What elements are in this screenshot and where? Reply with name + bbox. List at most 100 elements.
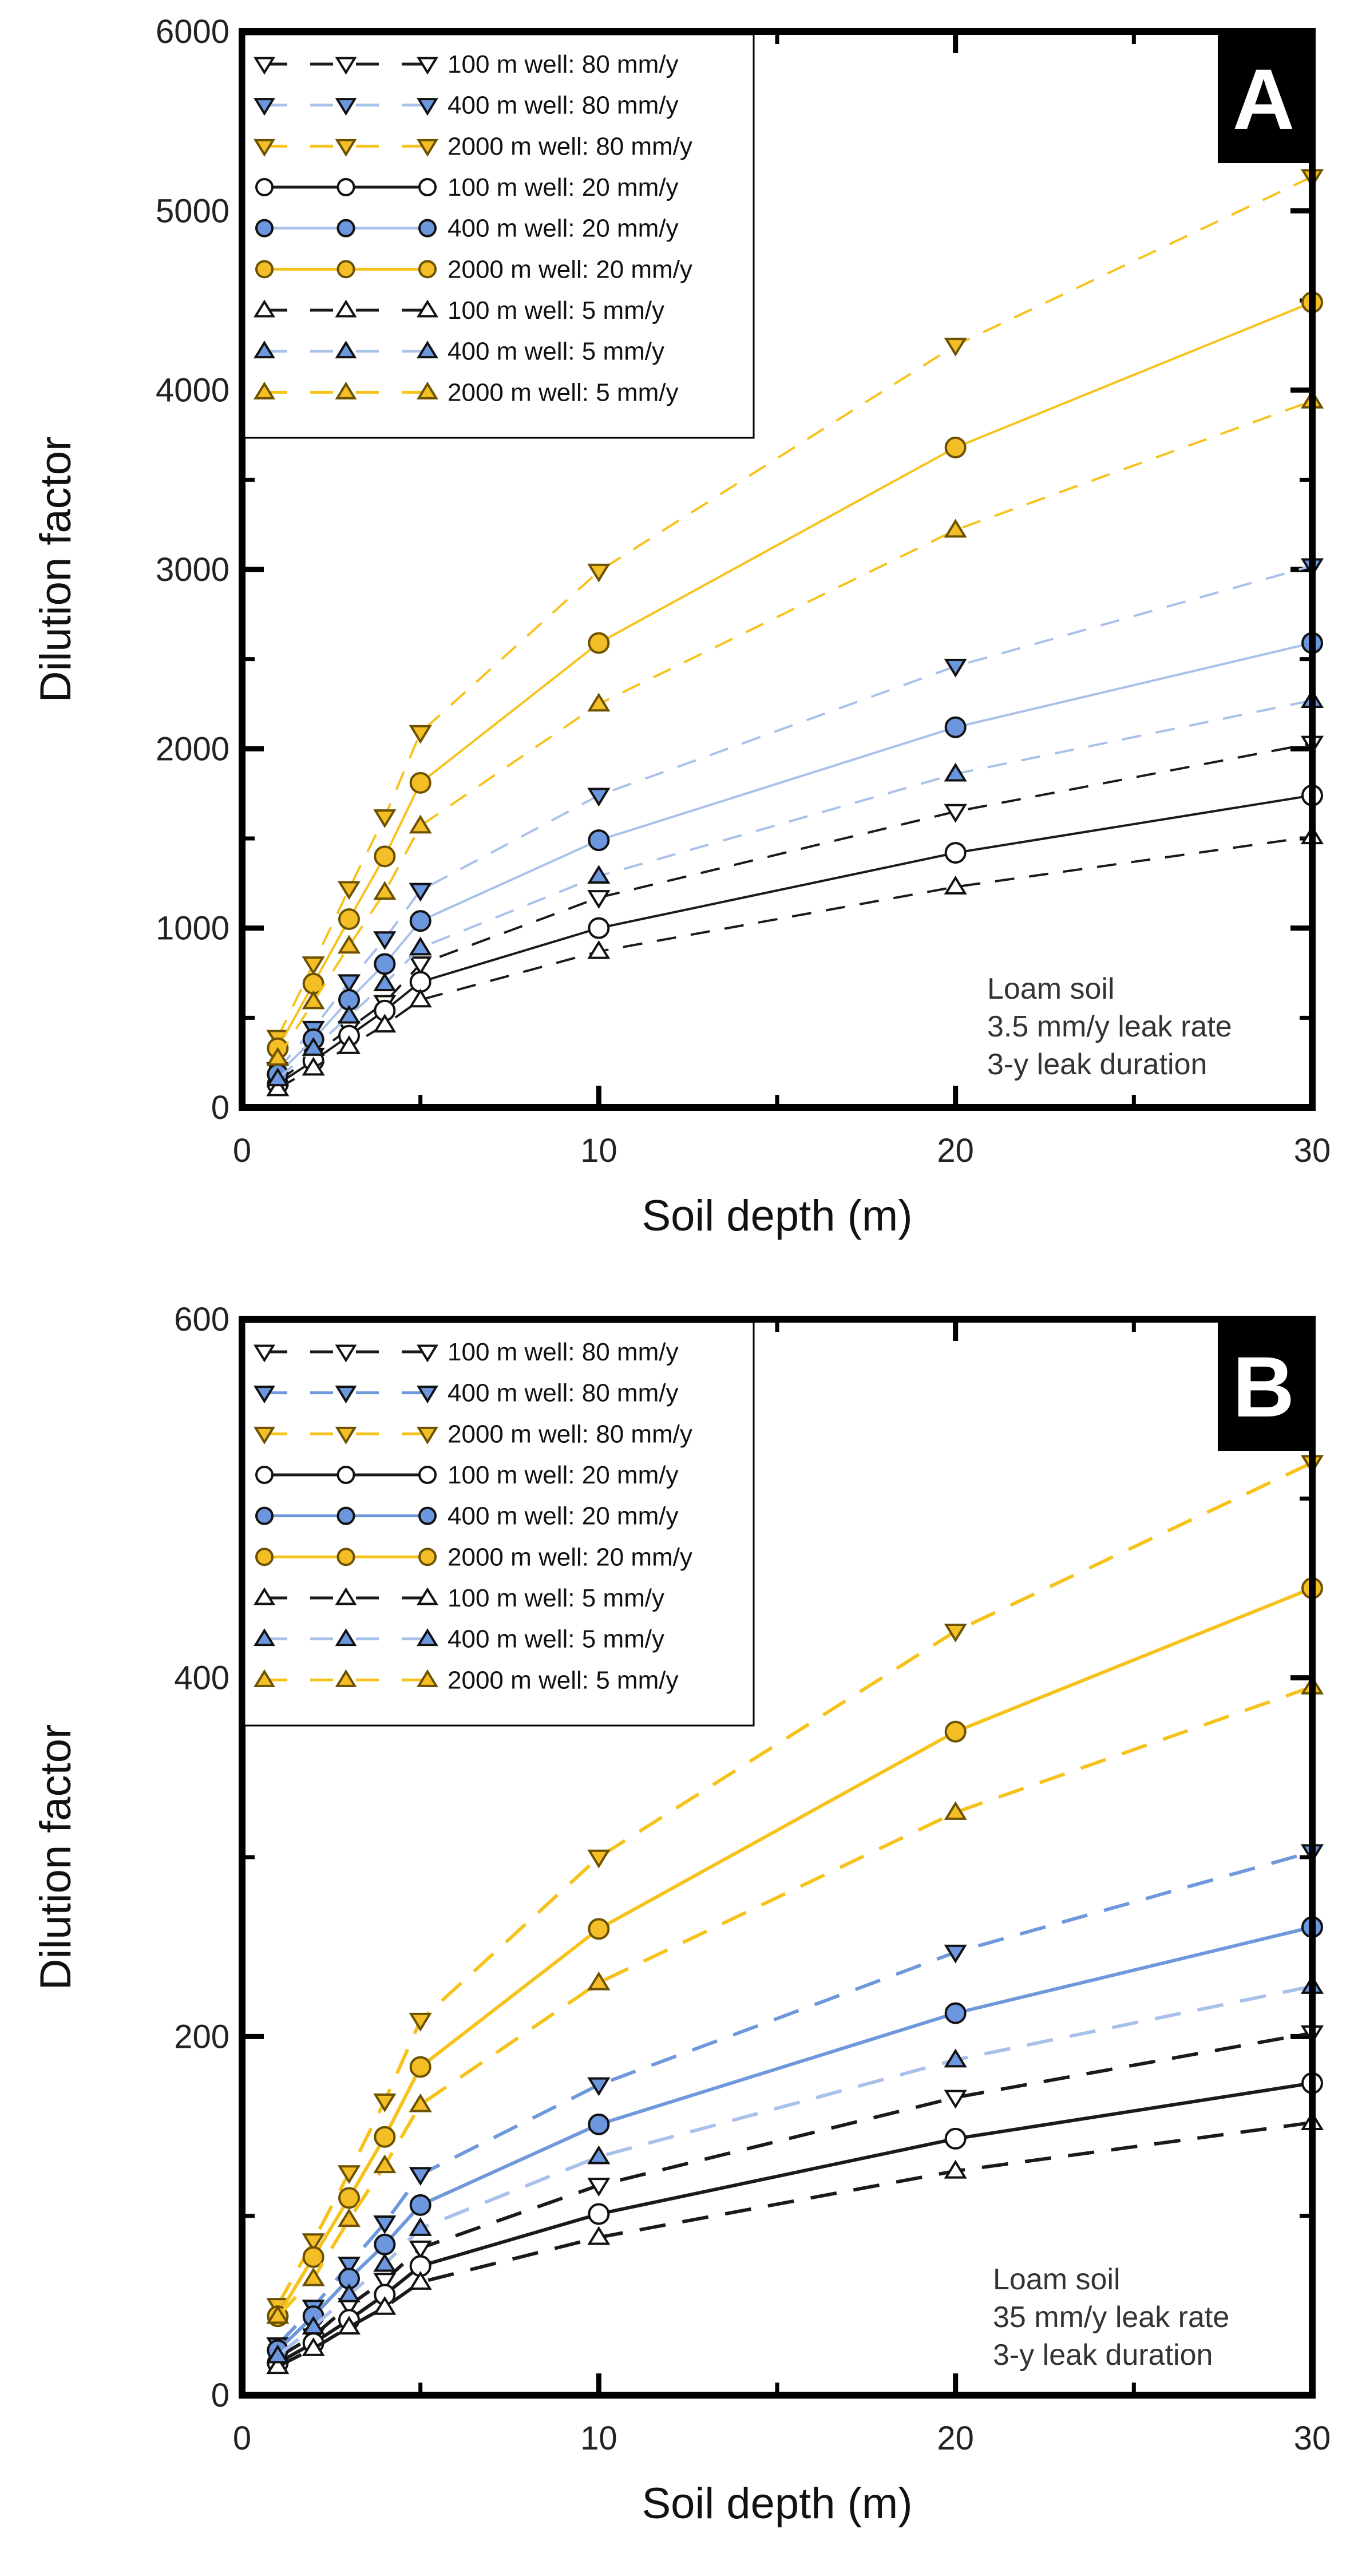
legend-box (243, 1321, 755, 1727)
data-point (266, 1047, 290, 1066)
plot-frame (239, 28, 1316, 1111)
legend-marker (335, 98, 357, 116)
data-point (337, 1004, 361, 1024)
plot-frame (239, 1316, 1316, 2399)
chart-panel-a: 0 1000 2000 3000 4000 5000 6000 0 10 20 30 Soil dep… (31, 13, 1331, 1240)
series-line (276, 2120, 1313, 2368)
legend-marker (255, 260, 274, 279)
legend-marker (254, 341, 275, 359)
data-point (373, 2154, 397, 2174)
legend-marker (418, 1506, 437, 1525)
legend-marker (335, 381, 357, 399)
legend-label: 100 m well: 80 mm/y (448, 1338, 678, 1366)
data-point (409, 2093, 432, 2112)
series-7 (266, 825, 1324, 1097)
legend-marker (336, 260, 355, 279)
series-9 (266, 389, 1324, 1066)
panel-label: A (1218, 34, 1309, 163)
legend-label: 2000 m well: 20 mm/y (448, 1543, 692, 1571)
data-point (373, 2296, 397, 2315)
y-tick-label: 200 (174, 2018, 229, 2055)
legend-label: 2000 m well: 80 mm/y (448, 132, 692, 160)
legend-label: 100 m well: 5 mm/y (448, 1584, 664, 1612)
data-point (302, 1037, 325, 1056)
data-point (266, 2344, 290, 2364)
legend-marker (417, 1628, 438, 1647)
data-point (337, 974, 361, 994)
series-group (266, 169, 1324, 1097)
data-point (337, 2165, 361, 2185)
data-point (587, 2178, 611, 2197)
data-point (944, 842, 967, 864)
y-tick-label: 6000 (156, 13, 229, 50)
legend-marker (335, 1344, 357, 1363)
data-point (409, 2012, 432, 2032)
legend-marker (255, 1548, 274, 1566)
legend-marker (255, 219, 274, 238)
legend-label: 2000 m well: 5 mm/y (448, 378, 678, 406)
data-point (409, 2056, 431, 2078)
y-tick-label: 4000 (156, 372, 229, 409)
y-tick-label: 1000 (156, 910, 229, 947)
data-point (944, 1944, 967, 1964)
x-tick-label: 0 (233, 2420, 251, 2457)
data-point (409, 2217, 432, 2236)
legend-marker (255, 178, 274, 196)
data-point (944, 658, 967, 678)
series-line (276, 1984, 1313, 2357)
data-point (587, 2226, 611, 2245)
data-point (409, 910, 431, 932)
legend-marker (254, 1344, 275, 1363)
data-point (409, 988, 432, 1008)
data-point (588, 2113, 610, 2135)
legend-label: 100 m well: 20 mm/y (448, 173, 678, 201)
data-point (373, 1014, 397, 1033)
y-tick-label: 600 (174, 1301, 229, 1338)
data-point (302, 2246, 324, 2268)
legend-marker (418, 1548, 437, 1566)
legend-marker (335, 299, 357, 318)
legend-marker (417, 98, 438, 116)
data-point (587, 1849, 611, 1869)
legend-marker (417, 381, 438, 399)
legend-marker (336, 1548, 355, 1566)
legend-marker (418, 219, 437, 238)
data-point (944, 2127, 967, 2150)
series-line (276, 301, 1313, 1049)
y-axis-title: Dilution factor (31, 1724, 80, 1991)
legend-label: 400 m well: 80 mm/y (448, 1379, 678, 1407)
data-point (944, 876, 967, 895)
series-8 (266, 689, 1324, 1087)
data-point (944, 804, 967, 823)
data-point (302, 2337, 325, 2356)
legend-marker (335, 1628, 357, 1647)
data-point (409, 936, 432, 956)
data-point (587, 1971, 611, 1991)
data-point (944, 2048, 967, 2068)
data-point (337, 1035, 361, 1054)
data-point (409, 2167, 432, 2186)
legend-marker (417, 299, 438, 318)
data-point (588, 2203, 610, 2225)
data-point (302, 2316, 325, 2335)
series-line (276, 642, 1313, 1075)
data-point (409, 883, 432, 902)
y-tick-label: 400 (174, 1660, 229, 1697)
data-point (588, 917, 610, 939)
panel-label-box (1218, 34, 1309, 163)
data-point (266, 1067, 290, 1087)
data-point (944, 2159, 967, 2179)
panel-label: B (1218, 1322, 1309, 1451)
data-point (373, 2093, 397, 2112)
legend-marker (336, 1506, 355, 1525)
data-point (266, 1077, 290, 1097)
data-point (373, 931, 397, 951)
legend-marker (254, 1386, 275, 1404)
data-point (587, 693, 611, 712)
series-7 (266, 2111, 1324, 2375)
data-point (944, 762, 967, 782)
legend-marker (254, 1669, 275, 1687)
x-tick-label: 30 (1294, 2420, 1331, 2457)
data-point (409, 2240, 432, 2260)
